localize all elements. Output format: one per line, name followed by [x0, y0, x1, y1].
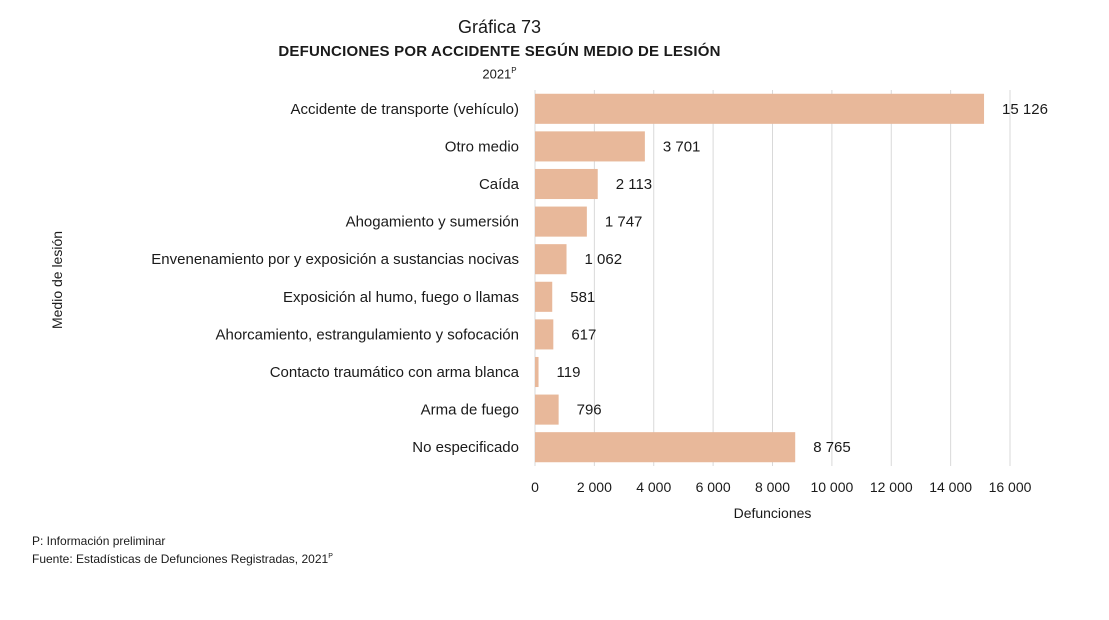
- x-axis-label: Defunciones: [734, 505, 812, 521]
- value-label: 2 113: [616, 176, 652, 193]
- subtitle-year: 2021: [482, 66, 512, 82]
- bar: [535, 356, 539, 388]
- value-label: 119: [557, 364, 581, 381]
- x-tick-label: 0: [531, 479, 539, 495]
- category-label: Contacto traumático con arma blanca: [270, 364, 520, 381]
- category-label: Ahogamiento y sumersión: [346, 214, 519, 231]
- bar: [535, 432, 796, 463]
- bar: [535, 394, 559, 425]
- category-label: Accidente de transporte (vehículo): [291, 101, 519, 118]
- value-label: 1 062: [585, 251, 623, 268]
- bar: [535, 131, 645, 162]
- chart-title: DEFUNCIONES POR ACCIDENTE SEGÚN MEDIO DE…: [278, 43, 721, 60]
- category-label: Otro medio: [445, 138, 519, 155]
- value-label: 581: [570, 289, 595, 306]
- source-superscript: P: [328, 553, 333, 560]
- bar-chart: Accidente de transporte (vehículo) 15 126…: [49, 90, 1048, 521]
- bar: [535, 168, 598, 200]
- source-note: Fuente: Estadísticas de Defunciones Regi…: [32, 552, 333, 566]
- bar: [535, 319, 554, 350]
- source-text: Fuente: Estadísticas de Defunciones Regi…: [32, 552, 329, 566]
- preliminary-note: P: Información preliminar: [32, 534, 166, 548]
- subtitle-superscript: P: [511, 66, 517, 75]
- category-label: Envenenamiento por y exposición a sustan…: [151, 251, 519, 268]
- bar: [535, 93, 985, 124]
- x-tick-label: 4 000: [636, 479, 671, 495]
- category-label: No especificado: [412, 439, 519, 456]
- x-tick-label: 14 000: [929, 479, 972, 495]
- value-label: 8 765: [813, 439, 851, 456]
- category-label: Arma de fuego: [421, 402, 519, 419]
- chart-label: Gráfica 73: [457, 17, 542, 37]
- chart-subtitle: 2021P: [0, 66, 1054, 81]
- x-tick-label: 2 000: [577, 479, 612, 495]
- y-axis-label: Medio de lesión: [49, 231, 65, 329]
- value-label: 3 701: [663, 138, 701, 155]
- category-label: Exposición al humo, fuego o llamas: [283, 289, 519, 306]
- bar: [535, 281, 553, 312]
- x-tick-label: 10 000: [810, 479, 853, 495]
- value-label: 796: [577, 402, 602, 419]
- x-tick-label: 8 000: [755, 479, 790, 495]
- category-label: Ahorcamiento, estrangulamiento y sofocac…: [215, 326, 519, 343]
- x-tick-label: 6 000: [696, 479, 731, 495]
- value-label: 15 126: [1002, 101, 1048, 118]
- value-label: 1 747: [605, 214, 643, 231]
- category-label: Caída: [479, 176, 520, 193]
- x-tick-label: 16 000: [989, 479, 1032, 495]
- value-label: 617: [571, 326, 596, 343]
- bar: [535, 244, 567, 275]
- x-tick-label: 12 000: [870, 479, 913, 495]
- bar: [535, 206, 587, 237]
